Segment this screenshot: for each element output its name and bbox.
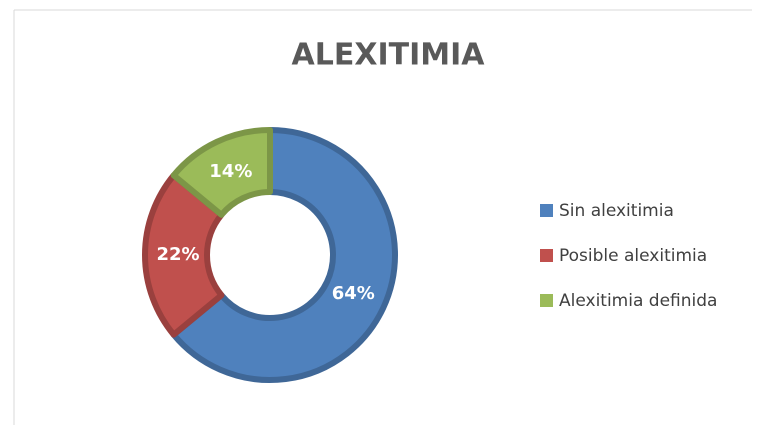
legend-label: Posible alexitimia — [559, 246, 707, 266]
donut-segment — [170, 127, 398, 383]
legend-swatch — [540, 294, 553, 307]
legend-swatch — [540, 204, 553, 217]
donut-segment — [170, 127, 273, 218]
legend-label: Sin alexitimia — [559, 201, 674, 221]
legend-swatch — [540, 249, 553, 262]
donut-segment — [142, 172, 225, 338]
chart-title: ALEXITIMIA — [292, 38, 486, 73]
data-label: 64% — [332, 283, 375, 304]
data-label: 14% — [209, 161, 252, 182]
legend-label: Alexitimia definida — [559, 291, 717, 311]
data-label: 22% — [156, 244, 199, 265]
